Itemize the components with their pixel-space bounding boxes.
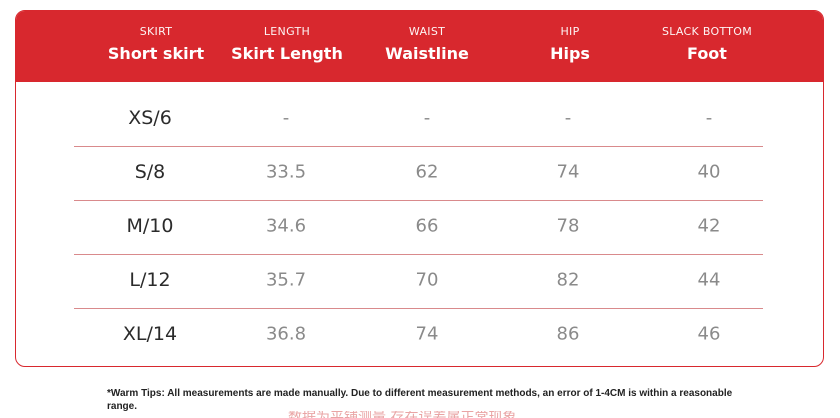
- table-row: XL/14 36.8 74 86 46: [74, 306, 763, 362]
- foot-value: 42: [697, 215, 721, 237]
- header-col-length: LENGTH Skirt Length: [231, 25, 343, 64]
- waist-value: 70: [415, 269, 439, 291]
- hip-value: 74: [556, 161, 580, 183]
- length-value: 35.7: [265, 269, 307, 291]
- header-main-foot: Foot: [687, 44, 727, 63]
- waist-value: -: [423, 107, 431, 129]
- waist-value: 62: [415, 161, 439, 183]
- hip-value: 78: [556, 215, 580, 237]
- hip-value: 82: [556, 269, 580, 291]
- header-col-size: SKIRT Short skirt: [108, 25, 204, 64]
- header-sub-waist: WAIST: [408, 25, 446, 38]
- header-col-hip: HIP Hips: [550, 25, 590, 64]
- size-label: S/8: [134, 161, 166, 183]
- table-row: XS/6 - - - -: [74, 90, 763, 147]
- waist-value: 66: [415, 215, 439, 237]
- foot-value: 40: [697, 161, 721, 183]
- warm-tips-note: *Warm Tips: All measurements are made ma…: [107, 388, 733, 412]
- hip-value: -: [564, 107, 572, 129]
- table-row: S/8 33.5 62 74 40: [74, 144, 763, 201]
- hip-value: 86: [556, 323, 580, 345]
- header-sub-length: LENGTH: [263, 25, 311, 38]
- foot-value: -: [705, 107, 713, 129]
- size-label: XS/6: [128, 107, 172, 129]
- table-row: L/12 35.7 70 82 44: [74, 252, 763, 309]
- header-main-short-skirt: Short skirt: [107, 44, 205, 63]
- size-label: M/10: [126, 215, 174, 237]
- header-col-foot: SLACK BOTTOM Foot: [662, 25, 752, 64]
- header-sub-hip: HIP: [560, 25, 580, 38]
- size-chart-card: SKIRT Short skirt LENGTH Skirt Length WA…: [15, 10, 824, 367]
- length-value: -: [282, 107, 290, 129]
- foot-value: 44: [697, 269, 721, 291]
- length-value: 36.8: [265, 323, 307, 345]
- foot-value: 46: [697, 323, 721, 345]
- size-label: XL/14: [122, 323, 178, 345]
- header-main-skirt-length: Skirt Length: [231, 44, 343, 63]
- header-col-waist: WAIST Waistline: [385, 25, 469, 64]
- size-chart-header: SKIRT Short skirt LENGTH Skirt Length WA…: [16, 11, 823, 82]
- length-value: 34.6: [265, 215, 307, 237]
- waist-value: 74: [415, 323, 439, 345]
- length-value: 33.5: [265, 161, 307, 183]
- size-label: L/12: [129, 269, 171, 291]
- header-sub-skirt: SKIRT: [139, 25, 173, 38]
- table-row: M/10 34.6 66 78 42: [74, 198, 763, 255]
- header-main-hips: Hips: [550, 44, 590, 63]
- header-main-waistline: Waistline: [385, 44, 469, 63]
- header-sub-slack-bottom: SLACK BOTTOM: [661, 25, 753, 38]
- bottom-note-text: 数据为平铺测量 存在误差属正常现象: [288, 411, 550, 418]
